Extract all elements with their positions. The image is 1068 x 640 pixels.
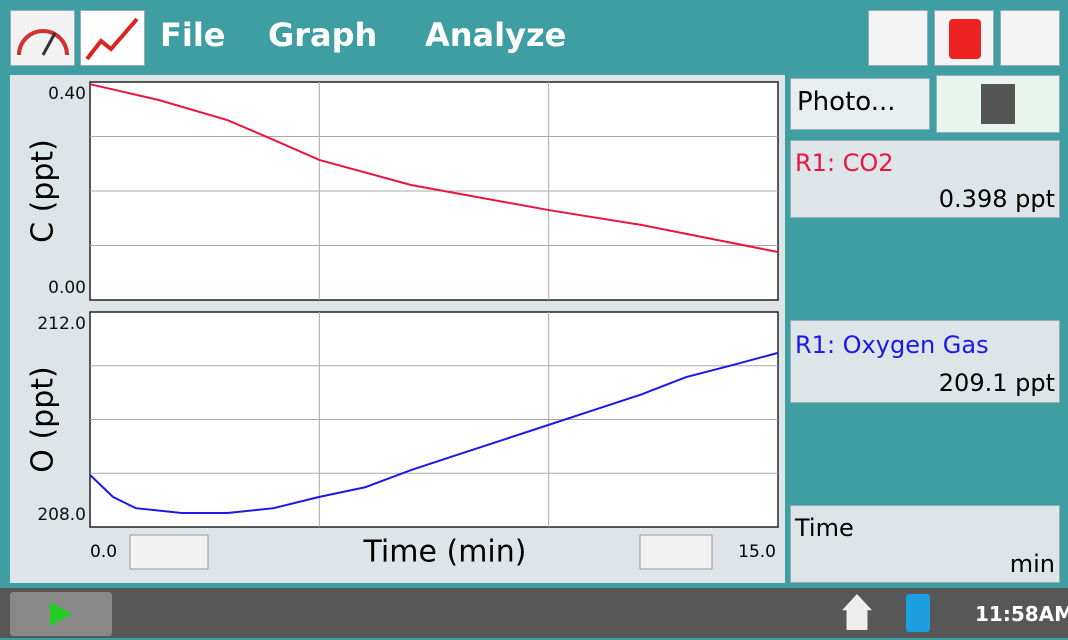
time-meter: Time min [790, 505, 1060, 583]
clock: 11:58AM [975, 602, 1068, 626]
graph: 0.00 0.40 C (ppt) 208.0 212.0 O (ppt) 0.0 15.0 T… [26, 81, 779, 570]
scroll-right-button[interactable] [639, 534, 713, 570]
edit-button[interactable] [1000, 10, 1060, 66]
y-tick-label: 0.40 [48, 84, 86, 104]
notes-button[interactable] [934, 10, 994, 66]
sensor-reading: 209.1 ppt [938, 369, 1055, 397]
file-cabinet-button[interactable] [936, 75, 1060, 133]
sensor-reading: 0.398 ppt [938, 185, 1055, 213]
list-icon [949, 19, 981, 59]
play-icon [50, 602, 72, 626]
meter-tab[interactable] [10, 10, 75, 66]
oxygen-meter: R1: Oxygen Gas 209.1 ppt [790, 320, 1060, 403]
sensor-name: R1: CO2 [795, 149, 894, 177]
time-label: Time [795, 514, 854, 542]
graph-tab[interactable] [80, 10, 145, 66]
table-view-button[interactable] [868, 10, 928, 66]
battery-icon [906, 594, 930, 632]
menu-analyze[interactable]: Analyze [425, 16, 567, 54]
y-axis-label: C (ppt) [26, 139, 61, 243]
y-tick-label: 0.00 [48, 278, 86, 298]
x-tick-label: 0.0 [90, 542, 117, 562]
y-axis-label: O (ppt) [26, 366, 61, 472]
time-unit: min [1009, 550, 1055, 578]
menu-file[interactable]: File [160, 16, 226, 54]
co2-meter: R1: CO2 0.398 ppt [790, 140, 1060, 218]
y-tick-label: 208.0 [37, 505, 86, 525]
status-bar [0, 588, 1068, 638]
sensor-name: R1: Oxygen Gas [795, 331, 989, 359]
cabinet-icon [981, 84, 1015, 124]
start-button[interactable] [10, 592, 112, 636]
x-tick-label: 15.0 [738, 542, 776, 562]
x-axis-label: Time (min) [363, 535, 527, 570]
photo-button[interactable]: Photo... [790, 78, 930, 130]
y-tick-label: 212.0 [37, 314, 86, 334]
gauge-icon [17, 29, 69, 56]
menu-graph[interactable]: Graph [268, 16, 378, 54]
graph-icon [85, 17, 139, 61]
scroll-left-button[interactable] [129, 534, 209, 570]
data-line [89, 351, 779, 515]
data-line [89, 83, 779, 254]
